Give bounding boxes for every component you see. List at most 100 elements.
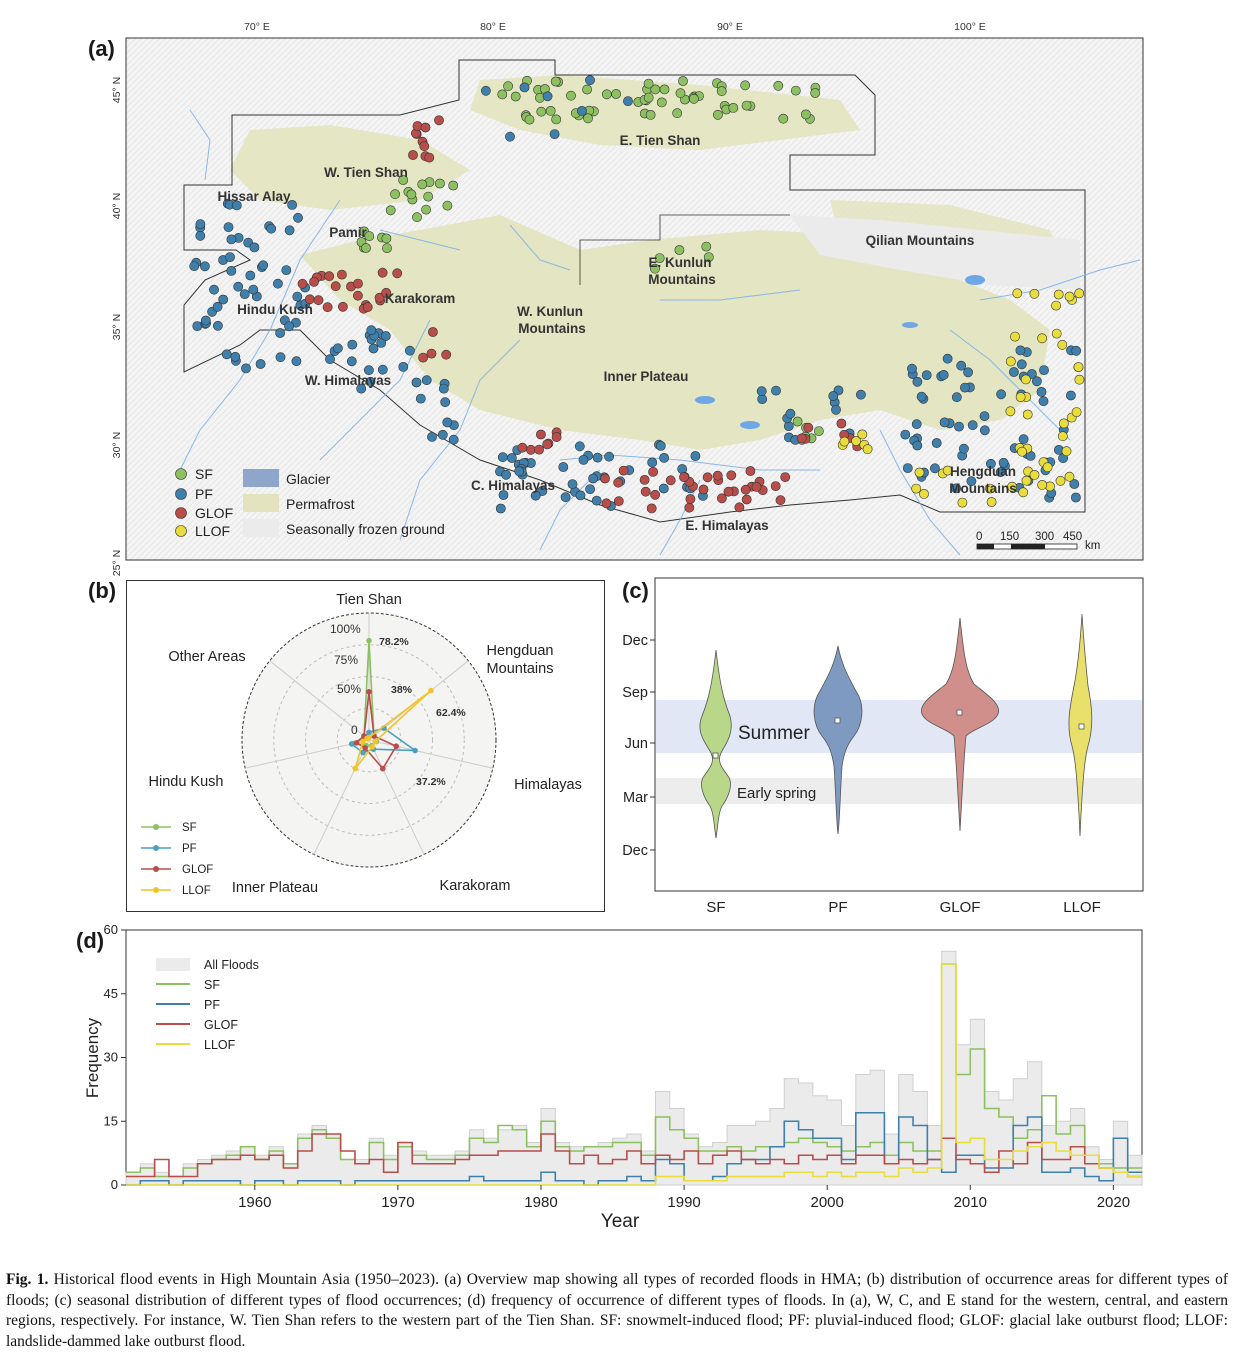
- x-tick: SF: [706, 899, 725, 916]
- legend-sf: SF: [204, 978, 220, 992]
- radar-point: [372, 738, 378, 745]
- llof-flood-point: [1021, 475, 1032, 486]
- llof-flood-point: [942, 465, 953, 476]
- glof-flood-point: [613, 496, 624, 507]
- pf-flood-point: [951, 483, 961, 494]
- glof-flood-point: [313, 295, 324, 306]
- pf-flood-point: [366, 325, 377, 336]
- pf-flood-point: [495, 503, 506, 514]
- legend-permafrost: Permafrost: [286, 496, 355, 512]
- region-label: Karakoram: [385, 291, 456, 306]
- sf-flood-point: [550, 76, 561, 87]
- ring-label: 100%: [330, 622, 361, 636]
- llof-flood-point: [1018, 487, 1029, 498]
- region-label: Mountains: [949, 481, 1017, 496]
- glof-flood-point: [418, 352, 428, 363]
- lat-tick: 30° N: [111, 432, 123, 458]
- pf-flood-point: [1009, 367, 1019, 377]
- x-tick: 1960: [238, 1194, 271, 1211]
- violin-sf: [699, 649, 732, 839]
- pf-flood-point: [241, 363, 251, 374]
- radar-legend-sf: SF: [182, 822, 197, 834]
- violin-chart: Dec Sep Jun Mar Dec Summer Early spring …: [622, 577, 1144, 916]
- y-tick: 15: [104, 1113, 118, 1128]
- map-lon-ticks: 70° E 80° E 90° E 100° E: [244, 21, 986, 33]
- llof-flood-point: [1005, 356, 1016, 367]
- pf-flood-point: [249, 242, 260, 253]
- llof-flood-point: [1012, 288, 1023, 299]
- pf-flood-point: [907, 363, 917, 374]
- y-tick: 30: [104, 1050, 118, 1065]
- llof-flood-point: [1015, 392, 1026, 402]
- glof-flood-point: [648, 466, 658, 477]
- pf-flood-point: [930, 463, 940, 474]
- radar-point: [362, 745, 368, 751]
- llof-flood-point: [1022, 409, 1033, 420]
- y-tick: 60: [104, 922, 118, 937]
- llof-flood-point: [914, 467, 925, 478]
- llof-flood-point: [911, 483, 922, 494]
- x-tick: GLOF: [940, 899, 981, 916]
- pf-flood-point: [658, 483, 669, 494]
- sf-flood-point: [792, 416, 803, 427]
- glof-flood-point: [374, 292, 385, 303]
- pf-flood-point: [567, 479, 578, 489]
- llof-flood-point: [919, 488, 929, 499]
- pf-flood-point: [1036, 386, 1047, 397]
- pf-flood-point: [212, 320, 223, 331]
- region-label: E. Tien Shan: [620, 133, 701, 148]
- pf-flood-point: [195, 230, 206, 241]
- pf-flood-point: [1032, 376, 1042, 387]
- llof-flood-point: [1073, 362, 1084, 372]
- sf-flood-point: [361, 243, 371, 253]
- lat-tick: 25° N: [111, 550, 123, 576]
- y-tick: Jun: [625, 736, 648, 752]
- sf-flood-point: [423, 191, 434, 202]
- pf-flood-point: [959, 443, 969, 454]
- radar-axis-label: Tien Shan: [336, 592, 402, 608]
- pf-flood-point: [291, 356, 302, 367]
- glof-flood-point: [685, 494, 696, 504]
- pf-flood-point: [931, 438, 942, 448]
- pf-flood-point: [588, 473, 598, 484]
- scale-label: 300: [1035, 531, 1054, 543]
- pf-flood-point: [398, 361, 409, 372]
- radar-axis-label: Other Areas: [168, 649, 245, 665]
- sf-flood-point: [382, 243, 392, 253]
- sf-flood-point: [656, 97, 667, 108]
- pf-flood-point: [380, 331, 391, 341]
- pf-flood-point: [281, 265, 292, 275]
- glof-flood-point: [770, 481, 781, 491]
- pf-flood-point: [785, 408, 796, 419]
- lon-tick: 90° E: [717, 21, 743, 33]
- glof-flood-point: [836, 418, 847, 429]
- series-llof: [126, 963, 1142, 1186]
- pf-flood-point: [480, 85, 491, 96]
- sf-flood-point: [778, 113, 789, 124]
- x-tick: 2000: [810, 1194, 843, 1211]
- glof-flood-point: [536, 429, 546, 440]
- glof-flood-point: [613, 477, 624, 488]
- glof-flood-point: [723, 486, 734, 497]
- glof-flood-point: [426, 348, 437, 359]
- y-tick: Dec: [622, 633, 648, 649]
- pf-flood-point: [239, 289, 250, 299]
- sf-flood-point: [381, 233, 392, 244]
- radar-point: [428, 687, 434, 694]
- sf-flood-point: [650, 84, 661, 95]
- sf-flood-point: [566, 90, 576, 101]
- pf-flood-point: [542, 91, 553, 102]
- pf-flood-point: [501, 469, 511, 480]
- pf-flood-point: [592, 452, 603, 463]
- radar-axis-label: Inner Plateau: [232, 880, 318, 896]
- panel-label-d: (d): [76, 928, 105, 953]
- llof-flood-point: [1061, 446, 1072, 457]
- summer-label: Summer: [738, 723, 810, 744]
- radar-point: [366, 637, 372, 644]
- pf-flood-point: [1027, 369, 1037, 379]
- pf-flood-point: [376, 337, 387, 348]
- y-axis-title: Frequency: [83, 1017, 102, 1098]
- llof-flood-point: [1029, 288, 1040, 299]
- glof-flood-point: [698, 484, 709, 495]
- sf-flood-point: [434, 178, 445, 189]
